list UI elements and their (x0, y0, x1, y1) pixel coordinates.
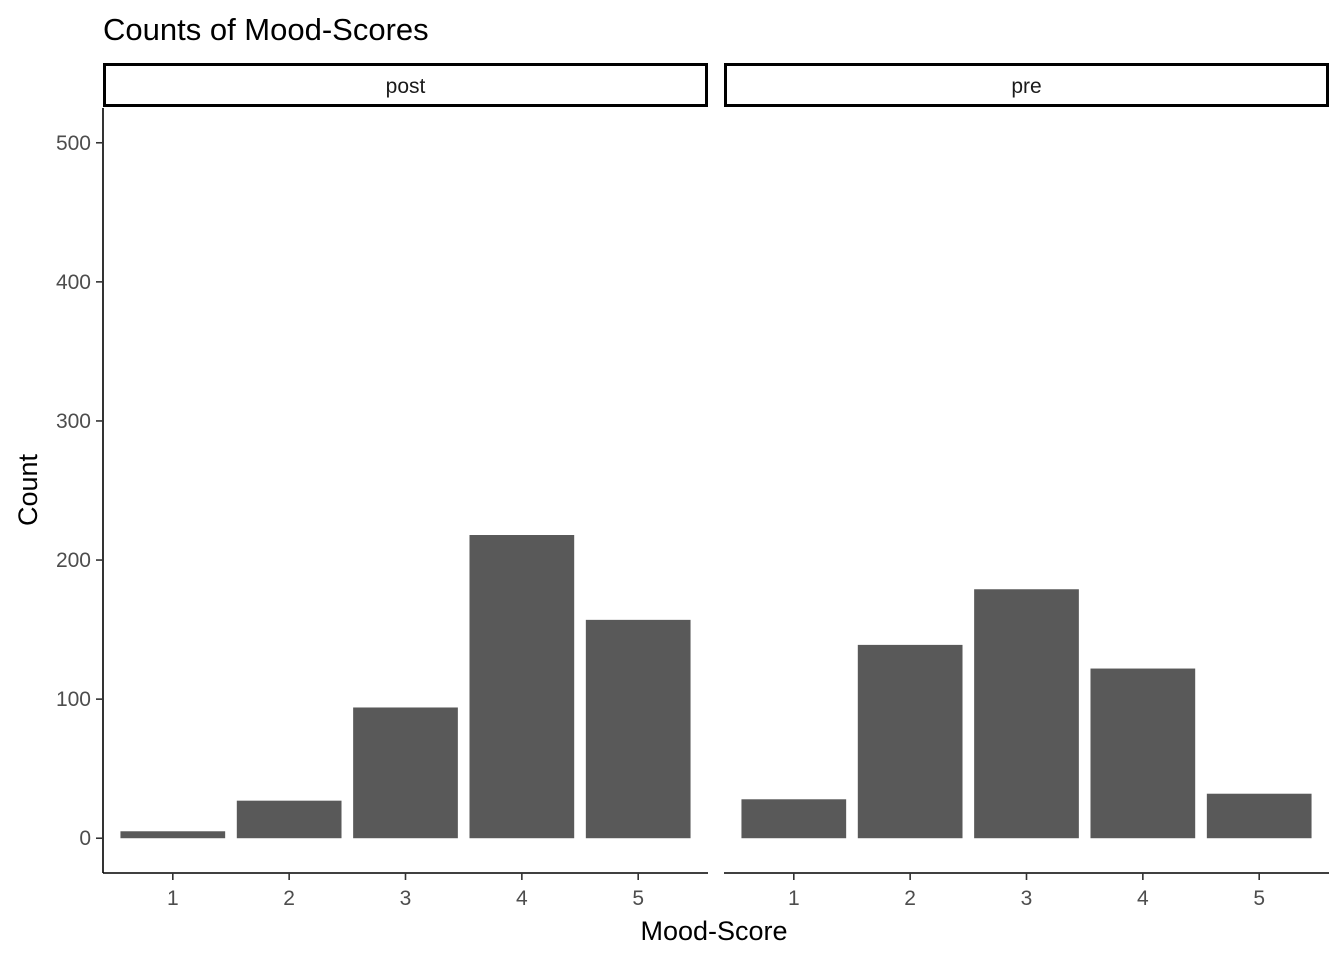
facet-strip-label: pre (1011, 75, 1041, 98)
y-tick-label: 0 (79, 827, 91, 850)
bar (1206, 793, 1312, 839)
facet-strip (724, 63, 1329, 107)
y-tick-label: 300 (56, 410, 91, 433)
bar (857, 644, 963, 839)
y-tick-label: 200 (56, 549, 91, 572)
x-tick-label: 3 (1021, 887, 1033, 910)
x-tick-label: 3 (400, 887, 412, 910)
bar (974, 589, 1079, 839)
bar (120, 831, 226, 839)
x-tick-label: 5 (1253, 887, 1265, 910)
facet-panel-post: post 1 2 3 4 5 (103, 63, 708, 910)
facet-strip-label: post (386, 75, 426, 98)
y-axis: 0 100 200 300 400 500 (56, 108, 104, 873)
bar (469, 535, 575, 839)
bar (353, 707, 458, 839)
bar (236, 800, 342, 839)
y-tick-label: 500 (56, 132, 91, 155)
chart-title: Counts of Mood-Scores (103, 12, 429, 47)
x-tick-label: 2 (283, 887, 295, 910)
bar (585, 619, 691, 839)
facet-panels: post 1 2 3 4 5 pre 1 2 3 4 5 (103, 63, 1329, 910)
x-tick-label: 4 (516, 887, 528, 910)
y-tick-label: 100 (56, 688, 91, 711)
facet-panel-pre: pre 1 2 3 4 5 (724, 63, 1329, 910)
x-tick-label: 4 (1137, 887, 1149, 910)
y-axis-title: Count (13, 453, 43, 526)
x-tick-label: 1 (788, 887, 800, 910)
bar (741, 799, 847, 839)
bar (1090, 668, 1196, 839)
x-tick-label: 5 (632, 887, 644, 910)
facet-strip (103, 63, 708, 107)
y-tick-label: 400 (56, 271, 91, 294)
x-axis-title: Mood-Score (640, 916, 787, 946)
x-tick-label: 2 (904, 887, 916, 910)
x-tick-label: 1 (167, 887, 179, 910)
